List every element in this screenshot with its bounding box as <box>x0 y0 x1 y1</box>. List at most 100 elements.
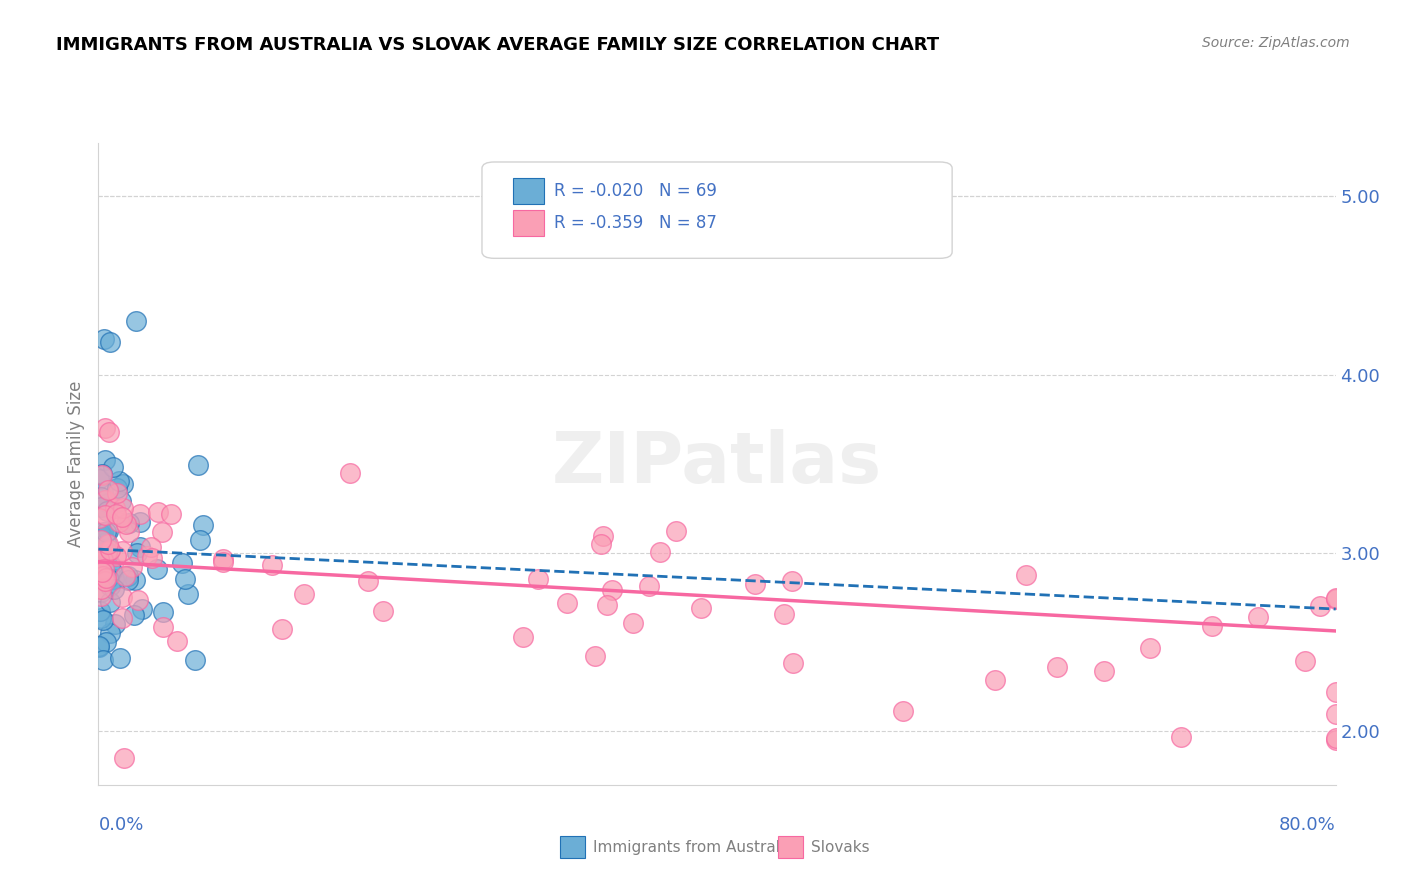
Point <box>96 545 118 559</box>
Point <box>160 507 183 521</box>
Point <box>111 509 134 524</box>
Point <box>91 565 114 579</box>
Point <box>184 653 207 667</box>
Point <box>1324 706 1347 721</box>
Point <box>114 517 136 532</box>
Point <box>89 585 111 599</box>
Point <box>98 425 121 440</box>
Point <box>112 477 135 491</box>
Point <box>96 524 118 539</box>
Point <box>96 545 118 559</box>
Point <box>108 474 131 488</box>
Point <box>1294 654 1316 668</box>
Point <box>90 582 112 597</box>
Bar <box>513 211 544 235</box>
Point <box>193 517 215 532</box>
Point <box>690 600 713 615</box>
Text: Slovaks: Slovaks <box>811 840 870 855</box>
Point <box>94 574 117 588</box>
Point <box>141 540 163 554</box>
Point <box>98 579 121 593</box>
Point <box>780 574 803 588</box>
Point <box>93 492 115 507</box>
Text: Source: ZipAtlas.com: Source: ZipAtlas.com <box>1202 36 1350 50</box>
Point <box>111 611 134 625</box>
Point <box>648 545 671 559</box>
Point <box>146 562 169 576</box>
Point <box>1139 640 1161 655</box>
Point <box>152 620 174 634</box>
Point <box>131 602 153 616</box>
Point <box>97 496 120 510</box>
Point <box>212 551 235 566</box>
Point <box>125 546 148 560</box>
Point <box>90 564 112 578</box>
Point <box>1324 731 1347 746</box>
Point <box>91 485 114 500</box>
Point <box>129 540 152 554</box>
Point <box>89 640 111 655</box>
Point <box>89 526 111 541</box>
Point <box>108 650 131 665</box>
Point <box>1309 599 1331 613</box>
Text: R = -0.020   N = 69: R = -0.020 N = 69 <box>554 182 717 200</box>
Point <box>152 524 174 539</box>
Point <box>90 490 112 504</box>
Point <box>112 501 135 516</box>
Bar <box>513 178 544 203</box>
Point <box>117 525 139 540</box>
Point <box>89 559 111 574</box>
Point <box>90 467 112 482</box>
Point <box>260 558 283 573</box>
Point <box>292 587 315 601</box>
Point <box>172 557 194 571</box>
Point <box>101 460 124 475</box>
Point <box>984 673 1007 688</box>
Point <box>270 622 292 636</box>
Point <box>596 598 619 612</box>
Point <box>1092 665 1115 679</box>
Point <box>112 751 135 765</box>
Point <box>91 530 114 544</box>
Point <box>1247 609 1270 624</box>
Point <box>592 528 614 542</box>
Point <box>1324 591 1347 606</box>
Point <box>90 533 112 547</box>
Point <box>141 550 163 565</box>
Point <box>136 549 159 563</box>
Point <box>1324 591 1347 605</box>
Point <box>96 524 118 539</box>
Point <box>114 569 136 583</box>
Text: 0.0%: 0.0% <box>98 816 143 834</box>
Point <box>1046 660 1069 674</box>
Point <box>89 603 111 617</box>
Point <box>91 524 114 539</box>
Point <box>94 535 117 549</box>
Point <box>1324 684 1347 698</box>
Point <box>104 501 127 516</box>
Text: IMMIGRANTS FROM AUSTRALIA VS SLOVAK AVERAGE FAMILY SIZE CORRELATION CHART: IMMIGRANTS FROM AUSTRALIA VS SLOVAK AVER… <box>56 36 939 54</box>
Point <box>87 562 110 576</box>
Point <box>97 547 120 561</box>
Point <box>94 634 117 648</box>
Point <box>89 566 111 580</box>
Point <box>103 582 125 596</box>
Point <box>187 458 209 473</box>
Point <box>97 571 120 585</box>
Point <box>121 560 143 574</box>
Point <box>174 573 197 587</box>
Point <box>357 574 380 588</box>
Point <box>91 569 114 583</box>
Text: R = -0.359   N = 87: R = -0.359 N = 87 <box>554 214 717 232</box>
Point <box>118 516 141 531</box>
Point <box>97 537 120 551</box>
Text: ZIPatlas: ZIPatlas <box>553 429 882 499</box>
Bar <box>560 836 585 858</box>
Point <box>124 573 146 587</box>
Point <box>90 500 112 514</box>
Text: Immigrants from Australia: Immigrants from Australia <box>593 840 794 855</box>
Point <box>665 524 688 538</box>
Point <box>87 640 110 654</box>
Point <box>90 611 112 625</box>
Point <box>91 467 114 481</box>
